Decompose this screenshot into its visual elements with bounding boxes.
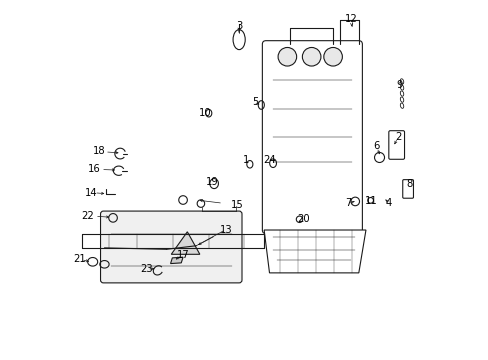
Text: 4: 4 xyxy=(385,198,391,208)
Text: 9: 9 xyxy=(396,80,402,90)
Text: 6: 6 xyxy=(373,141,379,152)
Text: 20: 20 xyxy=(297,214,309,224)
Text: 18: 18 xyxy=(92,147,105,157)
Text: 19: 19 xyxy=(205,177,218,187)
Text: 10: 10 xyxy=(199,108,211,118)
FancyBboxPatch shape xyxy=(388,131,404,159)
Text: 23: 23 xyxy=(140,264,152,274)
Ellipse shape xyxy=(302,48,320,66)
Text: 22: 22 xyxy=(81,211,94,221)
Ellipse shape xyxy=(233,30,244,50)
Text: 13: 13 xyxy=(219,225,232,235)
Text: 15: 15 xyxy=(230,200,243,210)
Text: 5: 5 xyxy=(251,97,258,107)
Text: 12: 12 xyxy=(345,14,357,24)
Text: 14: 14 xyxy=(84,188,97,198)
Ellipse shape xyxy=(278,48,296,66)
Text: 11: 11 xyxy=(364,197,377,206)
Ellipse shape xyxy=(400,97,403,102)
FancyBboxPatch shape xyxy=(402,180,413,198)
Circle shape xyxy=(296,216,302,222)
Text: 7: 7 xyxy=(344,198,350,208)
Circle shape xyxy=(350,197,359,206)
Circle shape xyxy=(367,198,373,203)
FancyBboxPatch shape xyxy=(101,211,242,283)
Text: 1: 1 xyxy=(243,156,249,165)
Ellipse shape xyxy=(400,85,403,90)
Text: 2: 2 xyxy=(394,132,401,142)
Ellipse shape xyxy=(323,48,342,66)
Text: 21: 21 xyxy=(73,254,86,264)
Text: 3: 3 xyxy=(236,21,242,31)
FancyBboxPatch shape xyxy=(262,41,362,234)
Polygon shape xyxy=(264,230,365,273)
Ellipse shape xyxy=(400,91,403,96)
Text: 24: 24 xyxy=(263,155,275,165)
Polygon shape xyxy=(170,257,183,264)
Text: 17: 17 xyxy=(176,250,189,260)
Text: 16: 16 xyxy=(88,164,101,174)
Ellipse shape xyxy=(400,103,403,108)
Text: 8: 8 xyxy=(406,179,412,189)
Ellipse shape xyxy=(400,79,403,84)
Polygon shape xyxy=(171,232,200,254)
Circle shape xyxy=(374,153,384,162)
